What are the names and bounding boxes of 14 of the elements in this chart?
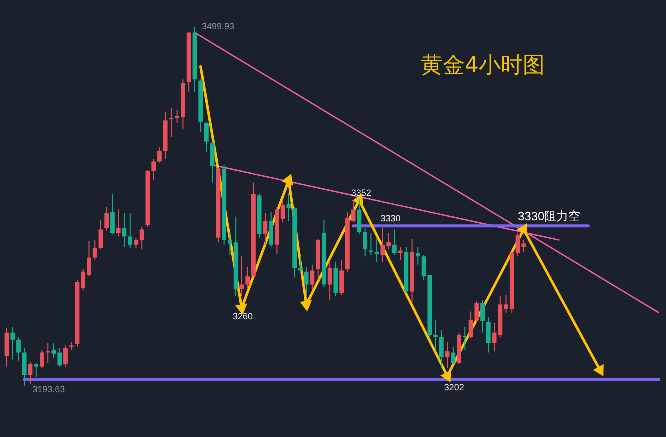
annotation: 3193.63 (32, 384, 66, 394)
candlestick (434, 320, 438, 350)
annotation: 3330 (380, 214, 401, 224)
point (282, 174, 294, 186)
point (441, 370, 452, 382)
annotation: 3352 (351, 188, 372, 198)
point (517, 224, 528, 236)
annotation: 3202 (444, 382, 464, 393)
text: 黄金4小时图 (420, 54, 545, 79)
point (594, 364, 604, 376)
annotation: 3330阻力空 (518, 209, 581, 224)
annotation: 3260 (232, 312, 253, 322)
point (300, 300, 312, 312)
annotation: 3499.93 (202, 21, 235, 32)
